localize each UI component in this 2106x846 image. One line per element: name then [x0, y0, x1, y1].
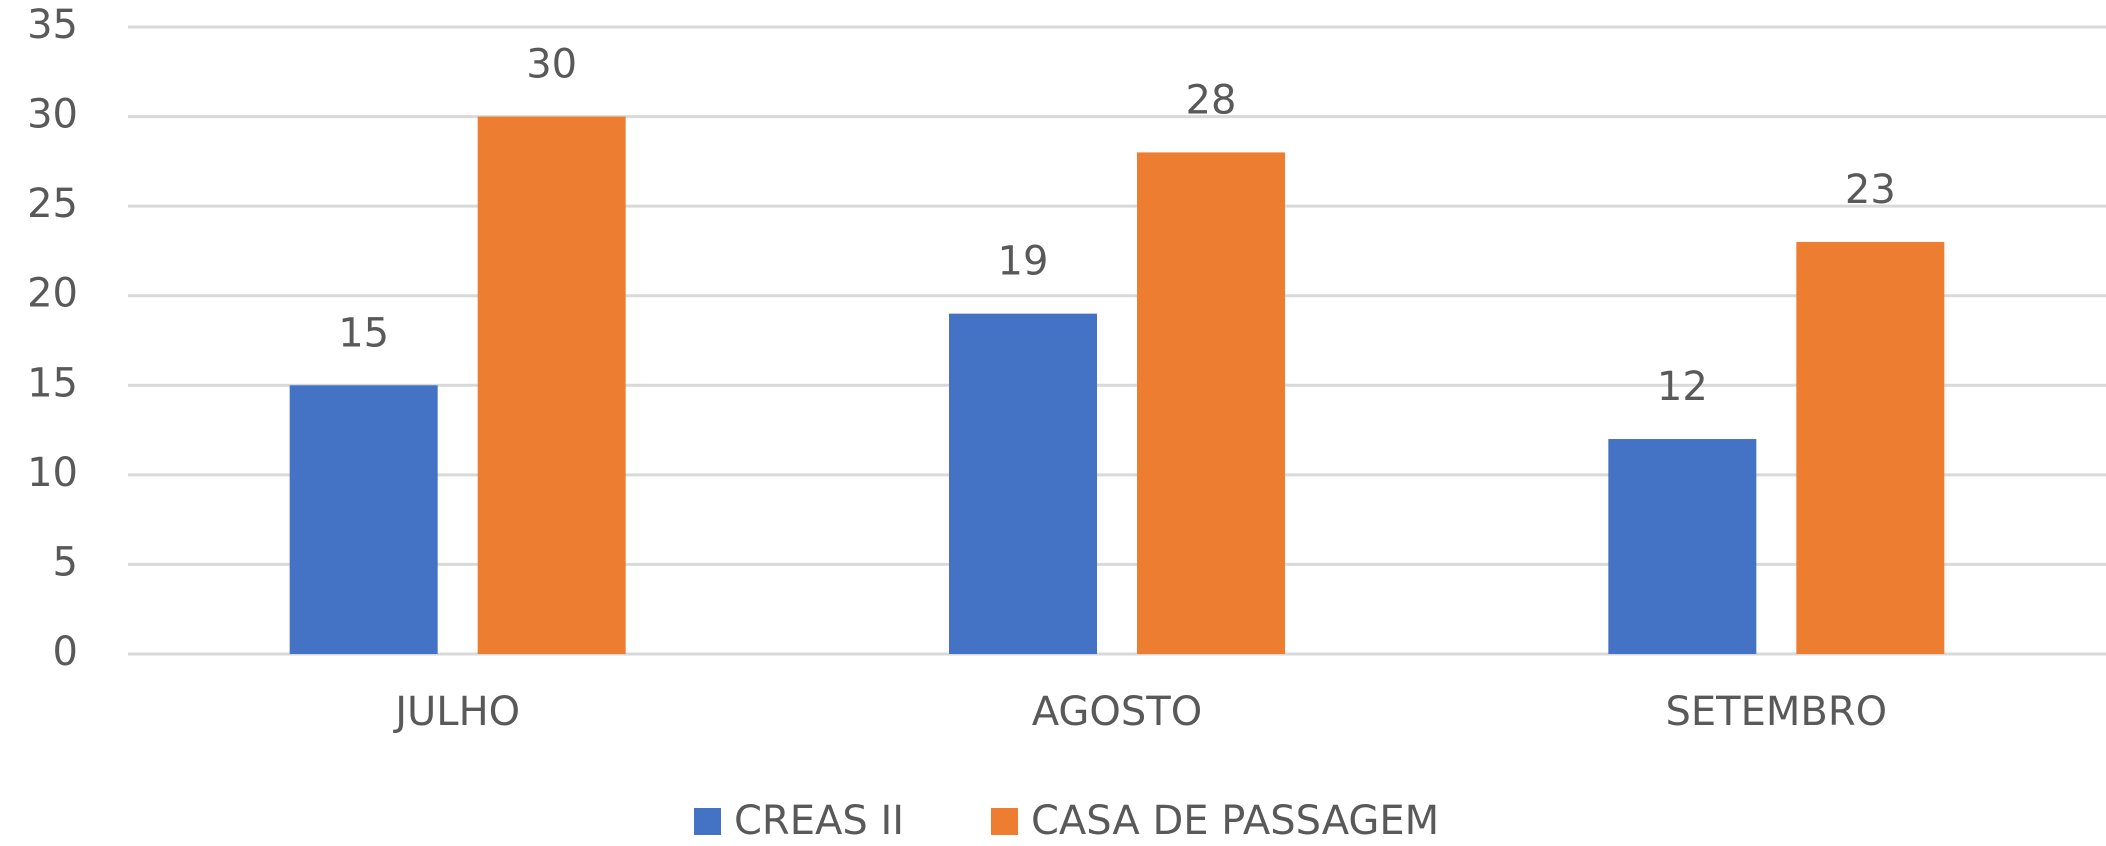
y-tick-label: 25 — [27, 181, 78, 227]
bar — [1796, 241, 1945, 654]
legend-label: CASA DE PASSAGEM — [1031, 798, 1439, 844]
y-tick-label: 5 — [53, 539, 78, 585]
y-tick-label: 15 — [27, 360, 78, 406]
data-label: 12 — [1657, 364, 1708, 410]
bar — [949, 313, 1097, 654]
y-tick-label: 20 — [27, 271, 78, 317]
bar — [477, 116, 626, 655]
data-label: 30 — [526, 42, 577, 88]
x-tick-label: JULHO — [392, 689, 520, 735]
x-tick-label: SETEMBRO — [1666, 689, 1888, 735]
bar — [1608, 439, 1757, 654]
legend-swatch — [991, 808, 1018, 835]
bar — [1137, 152, 1285, 654]
x-tick-label: AGOSTO — [1032, 689, 1202, 735]
data-label: 23 — [1845, 167, 1896, 213]
y-tick-label: 30 — [27, 92, 78, 138]
data-label: 19 — [998, 239, 1049, 285]
legend-label: CREAS II — [734, 798, 904, 844]
bar — [289, 385, 438, 654]
y-tick-label: 10 — [27, 450, 78, 496]
y-tick-label: 35 — [27, 2, 78, 48]
y-tick-label: 0 — [53, 629, 78, 675]
data-label: 15 — [338, 310, 389, 356]
data-label: 28 — [1186, 77, 1237, 123]
legend-swatch — [694, 808, 721, 835]
